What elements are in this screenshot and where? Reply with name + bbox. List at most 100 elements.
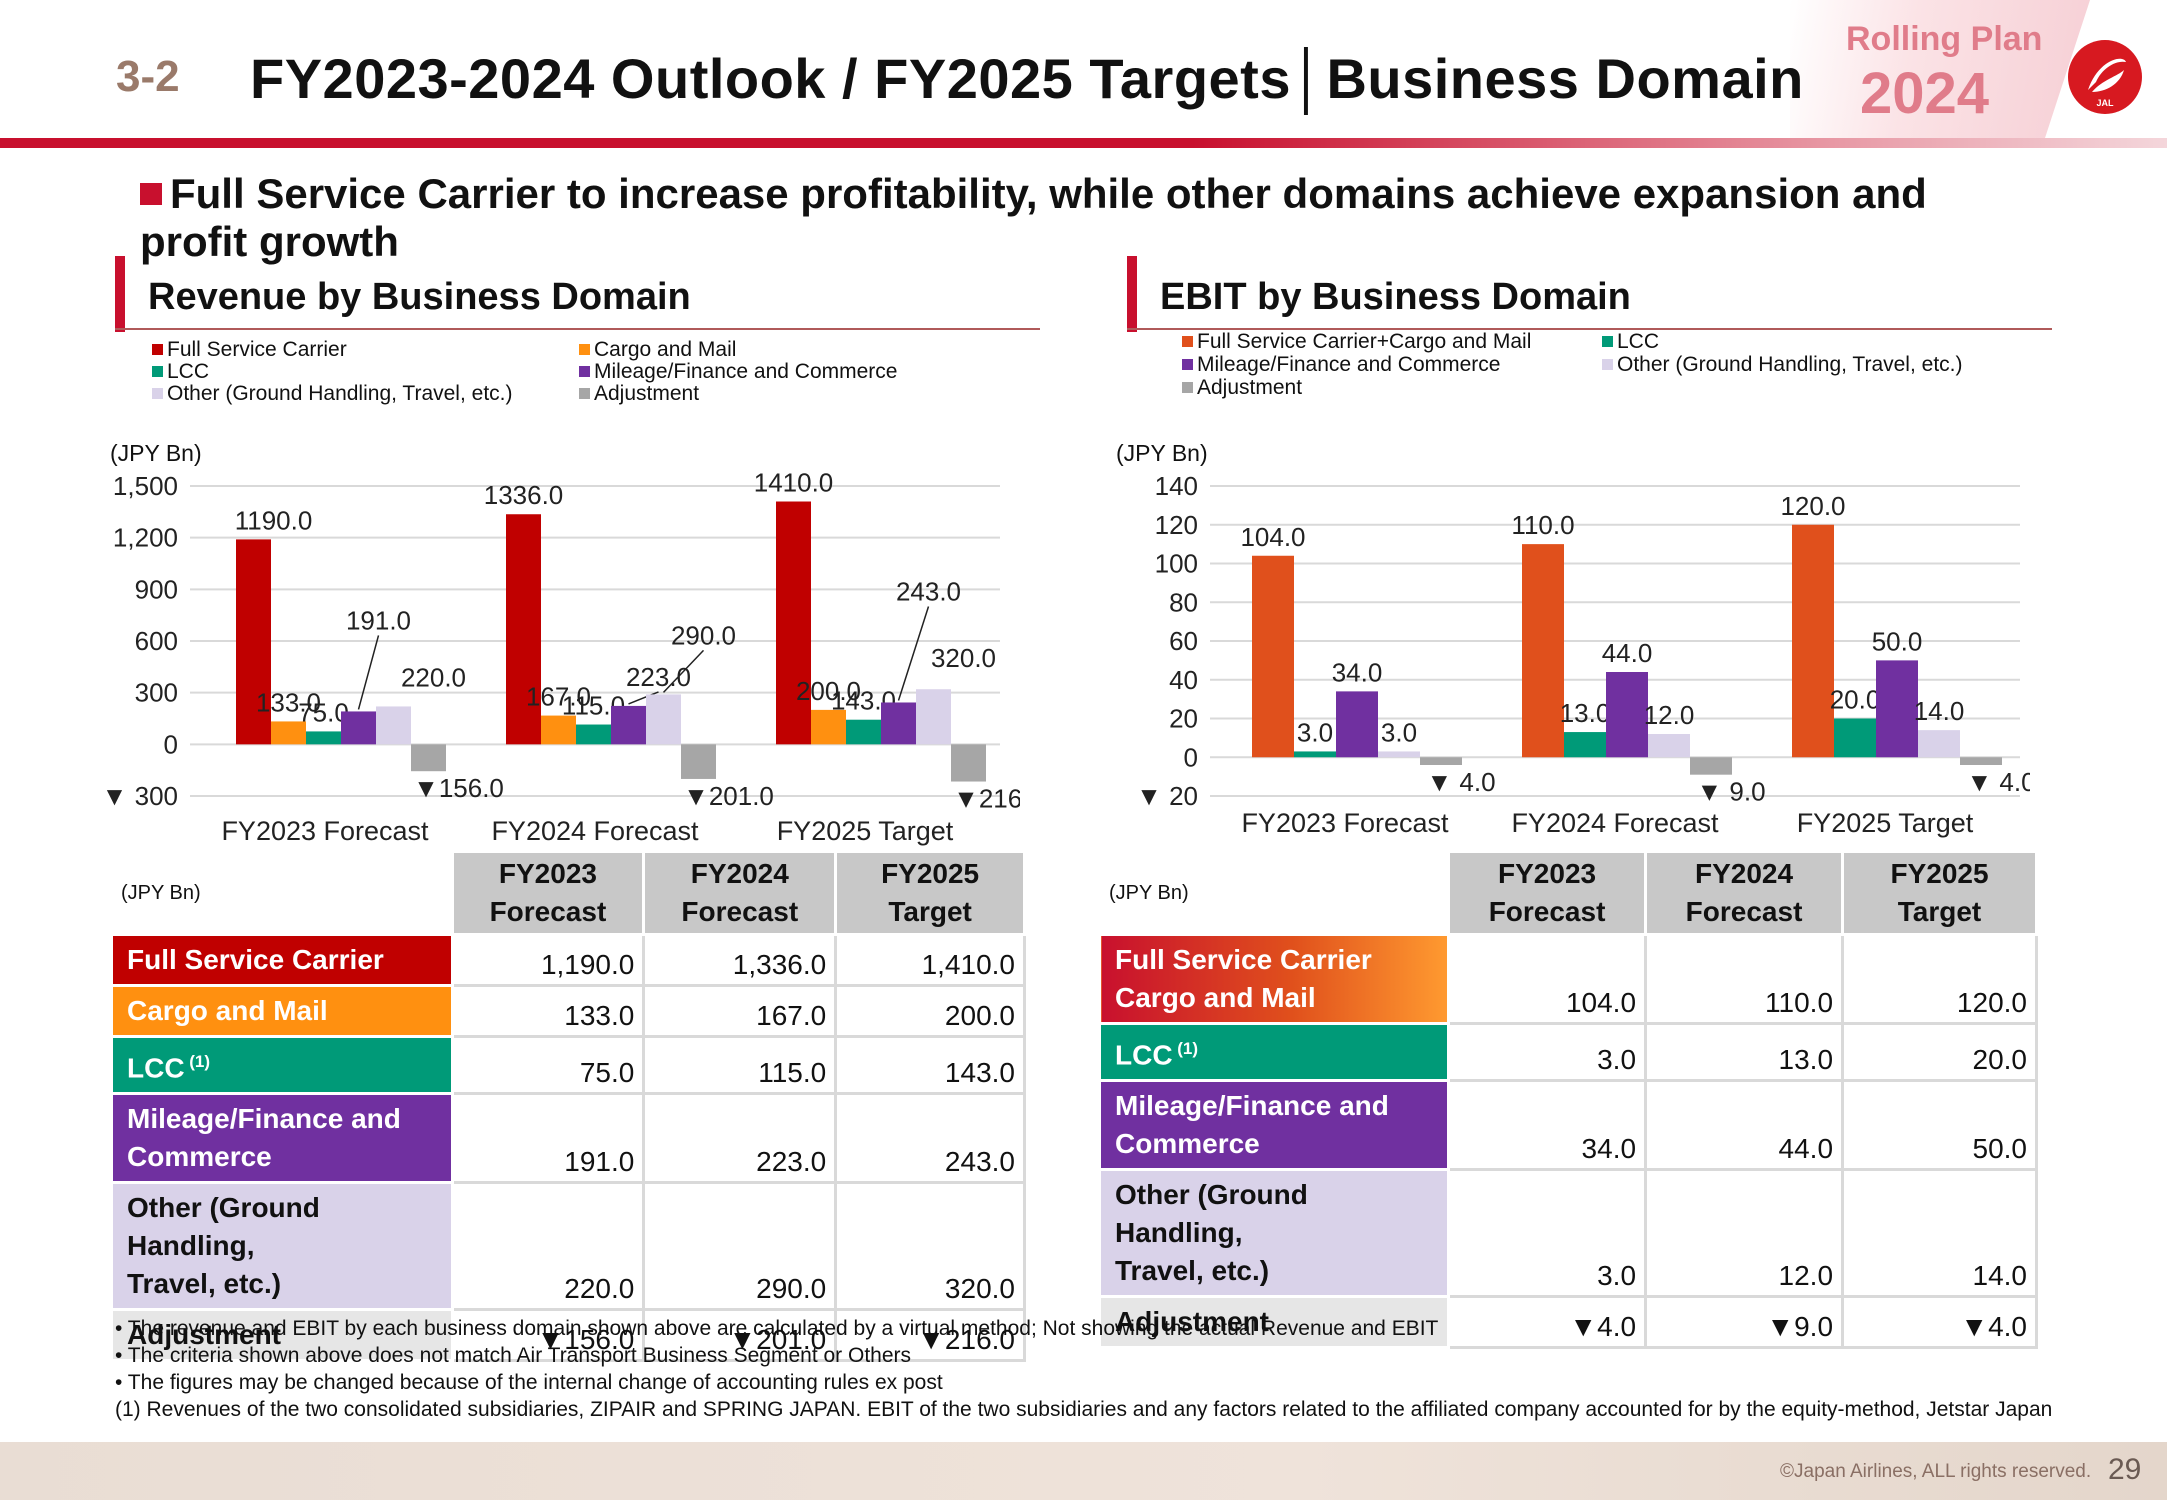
data-label: 1190.0 [235,505,313,535]
bar-adjustment [411,744,446,772]
ebit-table-row-label: Full Service Carrier Cargo and Mail [1097,933,1451,1025]
legend-swatch [1182,359,1193,370]
revenue-table-cell: 1,190.0 [450,933,646,987]
header-divider [0,138,2167,148]
ebit-panel-rule [1127,328,2052,330]
ebit-table-cell: 3.0 [1447,1168,1648,1299]
data-label: 320.0 [931,643,996,673]
revenue-table-cell: 143.0 [834,1034,1026,1096]
data-label: ▼156.0 [413,773,504,803]
ebit-table-row-label: Other (Ground Handling, Travel, etc.) [1097,1168,1451,1299]
page-number: 29 [2108,1453,2142,1486]
data-label: 44.0 [1602,638,1653,668]
ebit-table-cell: 12.0 [1644,1168,1845,1299]
bar-full-service-carrier-cargo-and-mail [1792,524,1834,758]
legend-swatch [579,388,590,399]
ebit-table-row: LCC (1) 3.0 13.0 20.0 [1097,1021,2038,1083]
data-label: ▼ 4.0 [1966,767,2030,797]
data-label: 133.0 [256,687,321,717]
ebit-table-header-row: (JPY Bn) FY2023 Forecast FY2024 Forecast FY20… [1097,850,2038,936]
x-category-label: FY2024 Forecast [491,816,699,846]
y-tick-label: 140 [1155,471,1198,501]
ebit-table-cell: 50.0 [1841,1079,2038,1172]
revenue-table-cell: 200.0 [834,984,1026,1038]
headline: Full Service Carrier to increase profita… [140,170,2040,266]
revenue-panel-accent [115,256,125,332]
revenue-legend-item: Cargo and Mail [579,338,736,362]
ebit-chart: ▼ 20 0 20 40 60 80 100 120 140 104.0 3.0 34.0 3.0 ▼ 4… [1136,471,2030,838]
legend-swatch [1602,336,1613,347]
y-tick-label: 900 [135,574,178,604]
revenue-legend-item: Full Service Carrier [152,338,347,362]
data-label: 290.0 [671,620,736,650]
ebit-table: (JPY Bn) FY2023 Forecast FY2024 Forecast FY20… [1097,850,2038,1350]
ebit-table-column-header: FY2024 Forecast [1644,850,1845,936]
legend-label: Full Service Carrier [167,338,347,361]
ebit-table-row-label: Mileage/Finance and Commerce [1097,1079,1451,1172]
bar-lcc [576,724,611,745]
y-tick-label: 100 [1155,549,1198,579]
revenue-table-row-label: Full Service Carrier [110,933,454,987]
bar-adjustment [1420,757,1462,765]
data-label: 110.0 [1511,510,1574,540]
legend-label: Other (Ground Handling, Travel, etc.) [1617,353,1963,376]
ebit-legend-item: Full Service Carrier+Cargo and Mail [1182,330,1531,354]
bar-other-ground-handling-travel-etc- [916,689,951,745]
x-category-label: FY2025 Target [1797,808,1974,838]
bar-adjustment [951,744,986,782]
legend-label: Mileage/Finance and Commerce [1197,353,1501,376]
leader-line [897,606,930,701]
revenue-table-cell: 243.0 [834,1092,1026,1185]
revenue-legend: Full Service Carrier Cargo and Mail LCC Mil… [152,338,1012,408]
revenue-legend-item: Other (Ground Handling, Travel, etc.) [152,382,513,406]
bar-adjustment [681,744,716,779]
bar-mileage-finance-and-commerce [881,702,916,745]
data-label: 167.0 [526,682,591,712]
ebit-table-row: Other (Ground Handling, Travel, etc.) 3.0 1… [1097,1168,2038,1299]
bar-other-ground-handling-travel-etc- [1648,734,1690,758]
bar-other-ground-handling-travel-etc- [376,706,411,745]
data-label: ▼ 4.0 [1426,767,1495,797]
data-label: 14.0 [1914,696,1965,726]
revenue-table-row: Other (Ground Handling, Travel, etc.) 220.… [110,1181,1026,1312]
ebit-table-column-header: FY2023 Forecast [1447,850,1648,936]
ebit-table-cell: 110.0 [1644,933,1845,1025]
footnote-2: • The criteria shown above does not matc… [115,1344,912,1367]
revenue-table-column-header: FY2023 Forecast [450,850,646,936]
data-label: 1410.0 [754,470,834,498]
revenue-panel-title: Revenue by Business Domain [148,276,691,318]
y-tick-label: 80 [1169,587,1198,617]
x-category-label: FY2024 Forecast [1511,808,1719,838]
bar-full-service-carrier [236,539,271,745]
legend-label: Full Service Carrier+Cargo and Mail [1197,330,1532,353]
bar-mileage-finance-and-commerce [341,711,376,745]
y-tick-label: 1,500 [113,471,178,501]
revenue-table-cell: 191.0 [450,1092,646,1185]
bar-mileage-finance-and-commerce [611,705,646,745]
legend-swatch [1182,382,1193,393]
ebit-table-cell: ▼9.0 [1644,1295,1845,1350]
data-label: 75.0 [298,697,349,727]
data-label: 3.0 [1297,717,1333,747]
ebit-table-cell: 104.0 [1447,933,1648,1025]
legend-label: Mileage/Finance and Commerce [594,360,898,383]
data-label: 120.0 [1780,491,1845,521]
ebit-table-row-label: Adjustment [1097,1295,1451,1350]
bar-lcc [306,731,341,745]
revenue-table-row-label: Adjustment [110,1308,454,1363]
bar-other-ground-handling-travel-etc- [1918,730,1960,758]
y-tick-label: ▼ 20 [1136,781,1198,811]
ebit-table-cell: 3.0 [1447,1021,1648,1083]
copyright: ©Japan Airlines, ALL rights reserved. [1780,1461,2092,1482]
ebit-table-cell: ▼4.0 [1841,1295,2038,1350]
revenue-table-cell: 223.0 [642,1092,838,1185]
revenue-table-header-row: (JPY Bn) FY2023 Forecast FY2024 Forecast FY20… [110,850,1026,936]
revenue-table-column-header: FY2025 Target [834,850,1026,936]
ebit-table-row: Adjustment ▼4.0 ▼9.0 ▼4.0 [1097,1295,2038,1350]
rolling-plan-year: 2024 [1860,61,1990,126]
legend-label: LCC [167,360,210,383]
data-label: 50.0 [1872,626,1923,656]
legend-label: Other (Ground Handling, Travel, etc.) [167,382,513,405]
ebit-legend-item: LCC [1602,330,1659,354]
legend-label: LCC [1617,330,1660,353]
